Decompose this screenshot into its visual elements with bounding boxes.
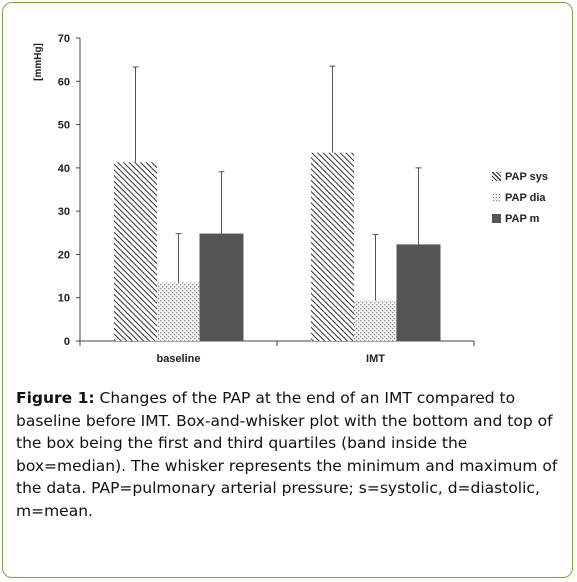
legend-item: PAP m bbox=[492, 208, 548, 229]
legend-item: PAP dia bbox=[492, 187, 548, 208]
y-tick-label: 20 bbox=[58, 249, 70, 261]
y-tick-label: 70 bbox=[58, 33, 70, 45]
legend: PAP sys PAP dia PAP m bbox=[492, 166, 548, 229]
bar bbox=[396, 244, 441, 342]
legend-label: PAP dia bbox=[505, 191, 546, 204]
figure-frame bbox=[2, 2, 573, 578]
y-axis-label: [mmHg] bbox=[33, 43, 44, 81]
chart-area: 0 10 20 30 40 50 60 70 [mmHg] baseline IMT bbox=[33, 33, 475, 365]
figure-caption: Figure 1: Changes of the PAP at the end … bbox=[16, 387, 564, 522]
bar bbox=[157, 282, 200, 341]
bar bbox=[354, 300, 397, 341]
bar bbox=[199, 233, 244, 342]
legend-item: PAP sys bbox=[492, 166, 548, 187]
legend-swatch bbox=[492, 214, 501, 223]
legend-label: PAP m bbox=[505, 212, 540, 225]
legend-label: PAP sys bbox=[505, 170, 549, 183]
y-tick-label: 0 bbox=[64, 336, 70, 348]
caption-label: Figure 1: bbox=[16, 389, 95, 407]
bar bbox=[114, 162, 157, 341]
y-tick-label: 60 bbox=[58, 76, 70, 88]
y-tick-label: 50 bbox=[58, 120, 70, 132]
caption-text: Changes of the PAP at the end of an IMT … bbox=[16, 389, 558, 520]
y-tick-label: 30 bbox=[58, 206, 70, 218]
legend-swatch bbox=[492, 172, 501, 181]
y-tick-label: 40 bbox=[58, 163, 70, 175]
bar bbox=[311, 152, 354, 341]
x-tick-label: baseline bbox=[156, 353, 200, 365]
y-tick-label: 10 bbox=[58, 293, 70, 305]
x-tick-label: IMT bbox=[366, 353, 385, 365]
legend-swatch bbox=[492, 193, 501, 202]
